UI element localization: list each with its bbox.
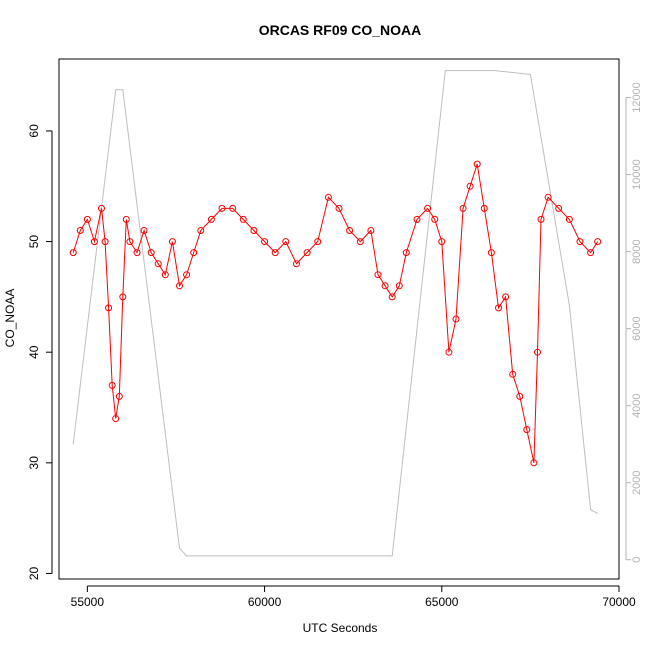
co-noaa-point — [282, 238, 290, 246]
altitude-series — [72, 70, 598, 557]
co-noaa-point — [516, 392, 524, 400]
co-noaa-point — [356, 238, 364, 246]
co-noaa-point — [218, 204, 226, 212]
co-noaa-point — [555, 204, 563, 212]
co-noaa-point — [594, 238, 602, 246]
co-noaa-series — [69, 160, 602, 467]
y-axis-right: 0 2000 4000 6000 8000 10000 12000 — [625, 82, 643, 563]
co-noaa-point — [122, 215, 130, 223]
co-noaa-point — [314, 238, 322, 246]
y2-tick-label: 4000 — [631, 393, 643, 417]
co-noaa-point — [112, 415, 120, 423]
co-noaa-point — [587, 249, 595, 257]
co-noaa-point — [466, 182, 474, 190]
y-tick-label: 30 — [27, 456, 41, 470]
y2-tick-label: 2000 — [631, 470, 643, 494]
y-axis-left: 20 30 40 50 60 — [27, 124, 53, 581]
co-noaa-point — [239, 215, 247, 223]
y2-tick-label: 10000 — [631, 159, 643, 190]
co-noaa-point — [544, 193, 552, 201]
co-noaa-point — [76, 227, 84, 234]
co-noaa-point — [459, 204, 467, 212]
co-noaa-point — [197, 227, 205, 234]
co-noaa-point — [431, 215, 439, 223]
co-noaa-point — [126, 238, 134, 246]
co-noaa-point — [424, 204, 432, 212]
x-tick-label: 65000 — [425, 595, 459, 609]
co-noaa-point — [534, 348, 541, 356]
co-noaa-point — [509, 370, 517, 378]
co-noaa-point — [335, 204, 343, 212]
y2-tick-label: 0 — [631, 557, 643, 563]
co-noaa-point — [367, 227, 375, 234]
co-noaa-point — [438, 238, 446, 246]
co-noaa-point — [346, 227, 354, 234]
co-noaa-point — [565, 215, 573, 223]
co-noaa-point — [395, 282, 403, 290]
y-axis-label: CO_NOAA — [3, 289, 17, 348]
co-noaa-point — [168, 238, 176, 246]
co-noaa-point — [324, 193, 332, 201]
x-tick-label: 60000 — [248, 595, 282, 609]
co-noaa-point — [98, 204, 105, 212]
x-axis: 55000 60000 65000 70000 — [71, 585, 636, 609]
co-noaa-point — [530, 459, 538, 467]
co-noaa-point — [119, 293, 127, 301]
co-noaa-point — [502, 293, 510, 301]
y2-tick-label: 8000 — [631, 239, 643, 263]
y-tick-label: 40 — [27, 345, 41, 359]
co-noaa-line — [72, 163, 599, 463]
co-noaa-point — [161, 271, 169, 279]
co-noaa-point — [261, 238, 269, 246]
co-noaa-point — [108, 381, 116, 389]
co-noaa-point — [115, 392, 123, 400]
co-noaa-point — [147, 249, 155, 257]
y-tick-label: 60 — [27, 124, 41, 138]
co-noaa-point — [105, 304, 113, 312]
co-noaa-point — [452, 315, 460, 323]
x-axis-label: UTC Seconds — [303, 621, 378, 635]
co-noaa-point — [381, 282, 389, 290]
co-noaa-point — [537, 215, 545, 223]
co-noaa-point — [480, 204, 488, 212]
y2-tick-label: 6000 — [631, 316, 643, 340]
co-noaa-point — [402, 249, 410, 257]
co-noaa-point — [388, 293, 396, 301]
co-noaa-point — [140, 227, 148, 234]
co-noaa-point — [207, 215, 215, 223]
co-noaa-point — [183, 271, 191, 279]
co-noaa-point — [413, 215, 421, 223]
altitude-line — [72, 70, 598, 557]
co-noaa-point — [133, 249, 141, 257]
co-noaa-point — [90, 238, 98, 246]
co-noaa-point — [487, 249, 495, 257]
co-noaa-point — [190, 249, 198, 257]
co-noaa-point — [83, 215, 91, 223]
co-noaa-point — [576, 238, 584, 246]
plot-frame — [58, 58, 620, 580]
x-tick-label: 70000 — [602, 595, 636, 609]
co-noaa-point — [293, 260, 300, 268]
co-noaa-point — [176, 282, 183, 290]
chart-title: ORCAS RF09 CO_NOAA — [259, 22, 422, 38]
x-tick-label: 55000 — [71, 595, 105, 609]
co-noaa-point — [374, 271, 382, 279]
co-noaa-point — [473, 160, 481, 168]
y-tick-label: 50 — [27, 235, 41, 249]
co-noaa-point — [154, 260, 162, 268]
co-noaa-point — [69, 249, 77, 257]
co-noaa-point — [250, 227, 258, 234]
co-noaa-point — [445, 348, 453, 356]
co-noaa-point — [229, 204, 237, 212]
co-noaa-point — [271, 249, 279, 257]
co-noaa-point — [495, 304, 502, 312]
co-noaa-point — [303, 249, 311, 257]
co-noaa-point — [101, 238, 109, 246]
co-noaa-point — [523, 426, 531, 434]
y-tick-label: 20 — [27, 567, 41, 581]
y2-tick-label: 12000 — [631, 82, 643, 113]
